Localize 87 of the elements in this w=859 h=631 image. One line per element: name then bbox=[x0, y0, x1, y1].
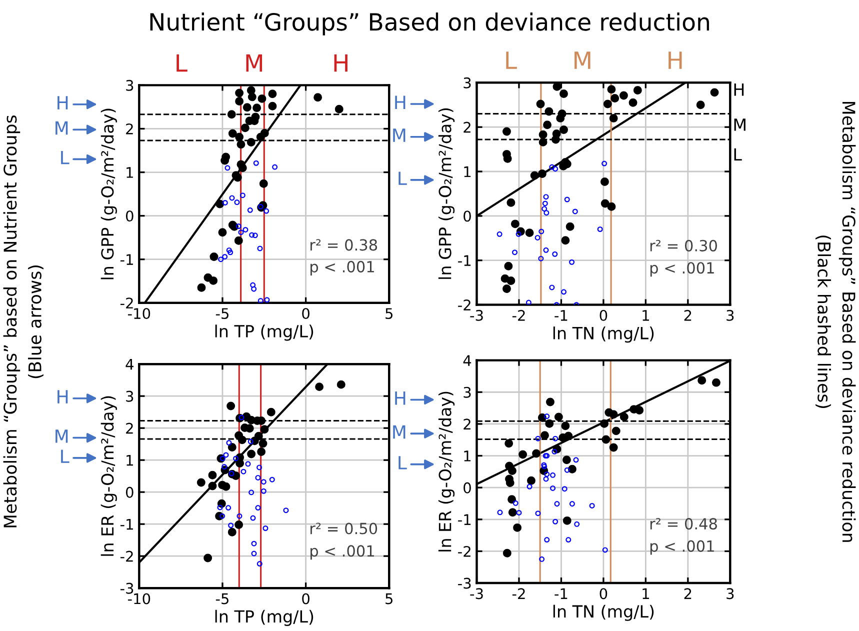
text: H bbox=[334, 54, 348, 72]
y-tick-label: 2 bbox=[126, 123, 133, 134]
y-tick-label: 3 bbox=[126, 80, 134, 91]
y-tick-label: 3 bbox=[464, 77, 471, 88]
y-tick-label: 0 bbox=[464, 210, 471, 222]
text: L bbox=[61, 151, 70, 164]
annotation: p < .001 bbox=[650, 262, 714, 277]
x-tick-label: 0 bbox=[302, 593, 310, 604]
text: Metabolism “Groups” Based on deviance reduction (Black hashed lines) bbox=[816, 102, 856, 542]
y-tick-label: 2 bbox=[464, 122, 470, 133]
x-tick-label: -2 bbox=[512, 310, 525, 321]
x-tick-label: 5 bbox=[386, 308, 392, 320]
y-tick-label: -2 bbox=[120, 550, 133, 562]
x-tick-label: 3 bbox=[726, 310, 734, 321]
text: L bbox=[734, 148, 742, 161]
text: M bbox=[393, 425, 406, 439]
y-tick-label: -1 bbox=[458, 514, 471, 525]
text: H bbox=[58, 390, 68, 404]
text: H bbox=[395, 392, 406, 405]
annotation: p < .001 bbox=[310, 545, 374, 560]
annotation: r² = 0.48 bbox=[650, 518, 717, 530]
x-tick-label: 1 bbox=[642, 310, 649, 321]
x-tick-label: -5 bbox=[216, 308, 228, 320]
y-axis-title: ln ER (g-O₂/m²/day) bbox=[438, 392, 455, 552]
text: Nutrient “Groups” Based on deviance reduction bbox=[150, 12, 709, 36]
x-axis-title: ln TN (mg/L) bbox=[553, 326, 654, 343]
x-tick-label: 0 bbox=[600, 310, 608, 321]
y-tick-label: 1 bbox=[464, 450, 471, 462]
x-tick-label: 1 bbox=[642, 588, 649, 599]
text: L bbox=[398, 172, 407, 185]
text: M bbox=[56, 430, 68, 443]
y-tick-label: 0 bbox=[126, 486, 134, 498]
text: M bbox=[393, 128, 406, 142]
text: M bbox=[574, 52, 590, 69]
y-tick-label: -1 bbox=[120, 519, 133, 530]
x-tick-label: 2 bbox=[684, 310, 692, 321]
text: M bbox=[734, 118, 746, 131]
x-tick-label: -10 bbox=[128, 308, 150, 320]
y-tick-label: 2 bbox=[464, 418, 470, 430]
text: H bbox=[395, 96, 406, 109]
text: H bbox=[734, 84, 744, 96]
y-tick-label: -2 bbox=[458, 299, 470, 310]
x-axis-title: ln TP (mg/L) bbox=[215, 610, 314, 626]
x-tick-label: -1 bbox=[554, 310, 568, 321]
annotation: p < .001 bbox=[310, 260, 374, 276]
x-tick-label: -2 bbox=[512, 588, 525, 599]
y-tick-label: -1 bbox=[120, 254, 133, 265]
y-axis-title: ln GPP (g-O₂/m²/day) bbox=[438, 108, 455, 279]
text: H bbox=[668, 52, 682, 69]
x-tick-label: -1 bbox=[554, 588, 568, 599]
annotation: r² = 0.30 bbox=[650, 240, 717, 252]
text: M bbox=[246, 54, 262, 72]
text: L bbox=[506, 52, 517, 69]
y-tick-label: 3 bbox=[464, 386, 471, 398]
x-tick-label: 5 bbox=[386, 593, 392, 604]
y-tick-label: 3 bbox=[126, 390, 134, 402]
y-tick-label: 1 bbox=[464, 166, 471, 178]
y-tick-label: -2 bbox=[458, 546, 470, 557]
text: L bbox=[176, 54, 188, 72]
text: L bbox=[398, 456, 407, 470]
text: Metabolism “Groups” based on Nutrient Groups (Blue arrows) bbox=[3, 115, 44, 528]
y-tick-label: 2 bbox=[126, 422, 133, 434]
x-axis-title: ln TN (mg/L) bbox=[553, 604, 654, 621]
y-tick-label: -2 bbox=[120, 298, 133, 308]
x-tick-label: 3 bbox=[726, 588, 734, 600]
x-tick-label: -10 bbox=[128, 593, 150, 604]
y-tick-label: 0 bbox=[126, 210, 134, 222]
y-axis-title: ln ER (g-O₂/m²/day) bbox=[100, 396, 117, 556]
y-axis-title: ln GPP (g-O₂/m²/day) bbox=[100, 108, 117, 280]
text: H bbox=[58, 96, 68, 110]
text: L bbox=[61, 450, 70, 463]
y-tick-label: 1 bbox=[126, 454, 133, 466]
y-tick-label: 0 bbox=[464, 482, 471, 494]
y-tick-label: 4 bbox=[126, 358, 134, 370]
x-tick-label: -5 bbox=[216, 593, 228, 604]
x-tick-label: 2 bbox=[684, 588, 692, 599]
text: M bbox=[56, 121, 68, 135]
y-tick-label: -1 bbox=[458, 255, 471, 266]
y-tick-label: 4 bbox=[463, 355, 472, 366]
annotation: r² = 0.50 bbox=[310, 522, 378, 534]
y-tick-label: -3 bbox=[458, 578, 471, 589]
x-tick-label: 0 bbox=[600, 588, 608, 600]
x-tick-label: 0 bbox=[302, 308, 310, 320]
y-tick-label: 1 bbox=[126, 167, 133, 178]
annotation: r² = 0.38 bbox=[310, 239, 378, 251]
x-axis-title: ln TP (mg/L) bbox=[215, 324, 314, 341]
annotation: p < .001 bbox=[650, 540, 714, 555]
